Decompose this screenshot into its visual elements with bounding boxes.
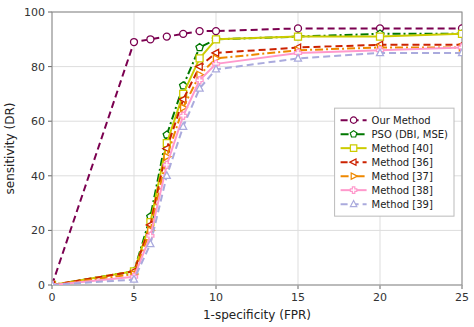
tick bbox=[52, 285, 53, 289]
line bbox=[52, 45, 462, 285]
point bbox=[131, 276, 138, 283]
line bbox=[52, 34, 462, 285]
legend-label: Our Method bbox=[372, 115, 431, 126]
series bbox=[52, 25, 462, 285]
point bbox=[180, 30, 187, 37]
tick bbox=[48, 66, 52, 67]
data-layer bbox=[52, 25, 462, 285]
plot-frame bbox=[52, 12, 462, 285]
point bbox=[458, 30, 462, 37]
legend-label: Method [39] bbox=[372, 199, 433, 210]
point bbox=[179, 96, 186, 103]
point bbox=[196, 44, 203, 51]
point bbox=[459, 30, 463, 37]
legend-label: Method [40] bbox=[372, 143, 433, 154]
legend-box bbox=[335, 108, 454, 216]
point bbox=[52, 282, 55, 286]
legend-label: PSO (DBI, MSE) bbox=[372, 129, 448, 140]
plot-area bbox=[52, 12, 462, 285]
axes: 0 5 10 15 20 25 0 20 40 60 80 100 bbox=[24, 6, 469, 304]
point bbox=[180, 123, 187, 130]
tick bbox=[298, 285, 299, 289]
point bbox=[196, 55, 203, 62]
line bbox=[52, 47, 462, 285]
tick bbox=[48, 230, 52, 231]
point bbox=[213, 28, 220, 35]
tick-label: 25 bbox=[455, 291, 469, 304]
tick-label: 20 bbox=[373, 291, 387, 304]
tick bbox=[48, 175, 52, 176]
point bbox=[295, 54, 302, 61]
tick bbox=[462, 285, 463, 289]
series bbox=[52, 41, 462, 285]
tick-label: 15 bbox=[291, 291, 305, 304]
legend-label: Method [37] bbox=[372, 171, 433, 182]
point bbox=[459, 49, 463, 56]
point bbox=[163, 172, 170, 179]
series bbox=[52, 49, 462, 285]
legend-marker bbox=[350, 131, 357, 137]
point bbox=[213, 65, 220, 72]
tick-label: 100 bbox=[24, 6, 45, 19]
tick bbox=[48, 285, 52, 286]
grid-line bbox=[52, 230, 462, 231]
tick-label: 0 bbox=[38, 279, 45, 292]
point bbox=[212, 35, 219, 42]
x-axis-label: 1-specificity (FPR) bbox=[203, 308, 311, 322]
legend-marker bbox=[350, 200, 356, 206]
legend-marker bbox=[351, 173, 357, 179]
legend-marker bbox=[350, 117, 356, 123]
point bbox=[213, 36, 220, 43]
tick-label: 20 bbox=[31, 224, 45, 237]
tick-label: 0 bbox=[49, 291, 56, 304]
point bbox=[52, 281, 56, 285]
tick-label: 40 bbox=[31, 170, 45, 183]
tick bbox=[216, 285, 217, 289]
line bbox=[52, 34, 462, 285]
series bbox=[52, 44, 462, 285]
point bbox=[196, 84, 203, 91]
legend: Our Method PSO (DBI, MSE) Method [40] Metho… bbox=[335, 108, 454, 216]
point bbox=[196, 63, 203, 70]
legend-marker bbox=[350, 159, 356, 165]
tick-label: 5 bbox=[131, 291, 138, 304]
grid-line bbox=[52, 66, 462, 67]
point bbox=[147, 36, 154, 43]
legend-label: Method [36] bbox=[372, 157, 433, 168]
chart: 0 5 10 15 20 25 0 20 40 60 80 100 1-specificity (FPR… bbox=[0, 0, 474, 327]
point bbox=[196, 77, 203, 84]
legend-marker bbox=[350, 145, 356, 151]
series bbox=[52, 30, 462, 285]
point bbox=[147, 240, 154, 247]
tick-label: 80 bbox=[31, 61, 45, 74]
tick-label: 60 bbox=[31, 115, 45, 128]
legend-marker bbox=[350, 187, 356, 193]
point bbox=[295, 25, 302, 32]
tick bbox=[48, 12, 52, 13]
legend-label: Method [38] bbox=[372, 185, 433, 196]
tick bbox=[380, 285, 381, 289]
grid-line bbox=[134, 12, 135, 285]
point bbox=[377, 49, 384, 56]
tick bbox=[134, 285, 135, 289]
point bbox=[180, 112, 187, 119]
point bbox=[131, 39, 138, 46]
point bbox=[163, 33, 170, 40]
line bbox=[52, 47, 462, 285]
y-axis-label: sensitivity (DR) bbox=[3, 103, 17, 195]
series bbox=[52, 30, 462, 285]
line bbox=[52, 28, 462, 285]
point bbox=[294, 33, 301, 40]
tick-label: 10 bbox=[209, 291, 223, 304]
point bbox=[377, 33, 384, 40]
point bbox=[295, 33, 302, 40]
tick bbox=[48, 121, 52, 122]
point bbox=[196, 28, 203, 35]
series bbox=[52, 44, 462, 285]
line bbox=[52, 53, 462, 285]
